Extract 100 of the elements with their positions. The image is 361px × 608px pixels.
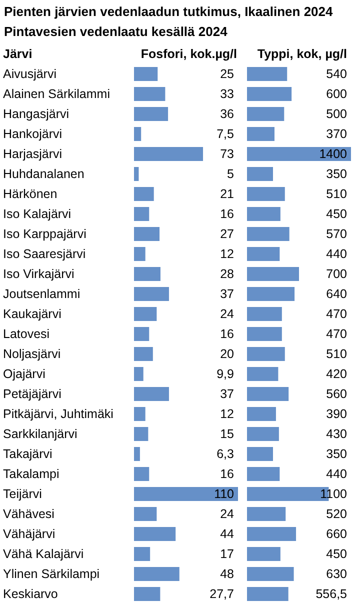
y-tick-label: Sarkkilanjärvi [3, 427, 78, 441]
bar [247, 227, 290, 241]
bar [247, 467, 280, 481]
bar [134, 127, 142, 141]
data-label: 7,5 [216, 127, 234, 141]
bar [247, 287, 295, 301]
y-tick-label: Iso Saaresjärvi [3, 247, 86, 261]
data-label: 5 [227, 167, 234, 181]
data-label: 540 [326, 67, 348, 81]
bar [247, 327, 282, 341]
y-tick-label: Hangasjärvi [3, 107, 70, 121]
bar [247, 267, 299, 281]
chart-title: Pienten järvien vedenlaadun tutkimus, Ikaalinen 2024 [3, 4, 334, 21]
y-tick-label: Harjasjärvi [3, 147, 62, 161]
bar [134, 307, 157, 321]
data-label: 24 [220, 507, 234, 521]
bar [247, 247, 280, 261]
data-label: 20 [220, 347, 234, 361]
data-label: 6,3 [216, 447, 234, 461]
data-label: 520 [326, 507, 348, 521]
bar [134, 347, 153, 361]
data-label: 12 [220, 407, 234, 421]
data-label: 44 [220, 527, 234, 541]
bar [134, 527, 176, 541]
data-label: 390 [326, 407, 348, 421]
y-tick-label: Vähäjärvi [3, 527, 56, 541]
bar [134, 67, 158, 81]
data-label: 640 [326, 287, 348, 301]
y-tick-label: Kaukajärvi [3, 307, 62, 321]
y-tick-label: Vähä Kalajärvi [3, 547, 84, 561]
data-label: 430 [326, 427, 348, 441]
bar [247, 387, 289, 401]
bar [134, 247, 146, 261]
data-label: 28 [220, 267, 234, 281]
bar [134, 267, 160, 281]
bar [247, 567, 294, 581]
bar [247, 187, 285, 201]
bar [247, 87, 292, 101]
bar [134, 227, 160, 241]
data-label: 27,7 [210, 587, 234, 601]
y-tick-label: Vähävesi [3, 507, 54, 521]
data-label: 500 [326, 107, 348, 121]
y-tick-label: Takajärvi [3, 447, 52, 461]
data-label: 33 [220, 87, 234, 101]
y-tick-label: Takalampi [3, 467, 60, 481]
bar [134, 547, 150, 561]
bar [247, 207, 280, 221]
data-label: 1400 [319, 147, 348, 161]
data-label: 370 [326, 127, 348, 141]
data-label: 470 [326, 307, 348, 321]
bar [247, 507, 286, 521]
data-label: 16 [220, 327, 234, 341]
data-label: 660 [326, 527, 348, 541]
bar [134, 507, 157, 521]
bar [134, 107, 168, 121]
y-tick-label: Joutsenlammi [3, 287, 80, 301]
bar [247, 167, 273, 181]
bar [247, 307, 282, 321]
data-label: 37 [220, 387, 234, 401]
bar [134, 447, 140, 461]
data-label: 27 [220, 227, 234, 241]
y-tick-label: Keskiarvo [3, 587, 58, 601]
y-tick-label: Härkönen [3, 187, 58, 201]
y-tick-label: Alainen Särkilammi [3, 87, 110, 101]
data-label: 9,9 [216, 367, 234, 381]
data-label: 560 [326, 387, 348, 401]
bar [247, 367, 278, 381]
bar [134, 407, 146, 421]
y-tick-label: Iso Kalajärvi [3, 207, 72, 221]
data-label: 630 [326, 567, 348, 581]
bar [134, 487, 238, 501]
x-axis-title: Typpi, kok, µg/l [256, 47, 348, 61]
data-label: 350 [326, 447, 348, 461]
data-label: 25 [220, 67, 234, 81]
bar [134, 587, 160, 601]
bar [247, 127, 274, 141]
y-tick-label: Iso Virkajärvi [3, 267, 74, 281]
bar [247, 547, 280, 561]
data-label: 450 [326, 207, 348, 221]
y-tick-label: Ojajärvi [3, 367, 46, 381]
bar [134, 427, 148, 441]
y-tick-label: Iso Karppajärvi [3, 227, 86, 241]
data-label: 350 [326, 167, 348, 181]
data-label: 17 [220, 547, 234, 561]
data-label: 16 [220, 467, 234, 481]
data-label: 15 [220, 427, 234, 441]
data-label: 570 [326, 227, 348, 241]
bar [134, 167, 139, 181]
data-label: 470 [326, 327, 348, 341]
data-label: 48 [220, 567, 234, 581]
bar [247, 147, 351, 161]
bar [247, 347, 285, 361]
data-label: 420 [326, 367, 348, 381]
bar [247, 527, 296, 541]
bar [134, 287, 169, 301]
data-label: 440 [326, 467, 348, 481]
bar [134, 147, 204, 161]
bar [134, 187, 154, 201]
data-label: 556,5 [316, 587, 348, 601]
bar [247, 447, 273, 461]
